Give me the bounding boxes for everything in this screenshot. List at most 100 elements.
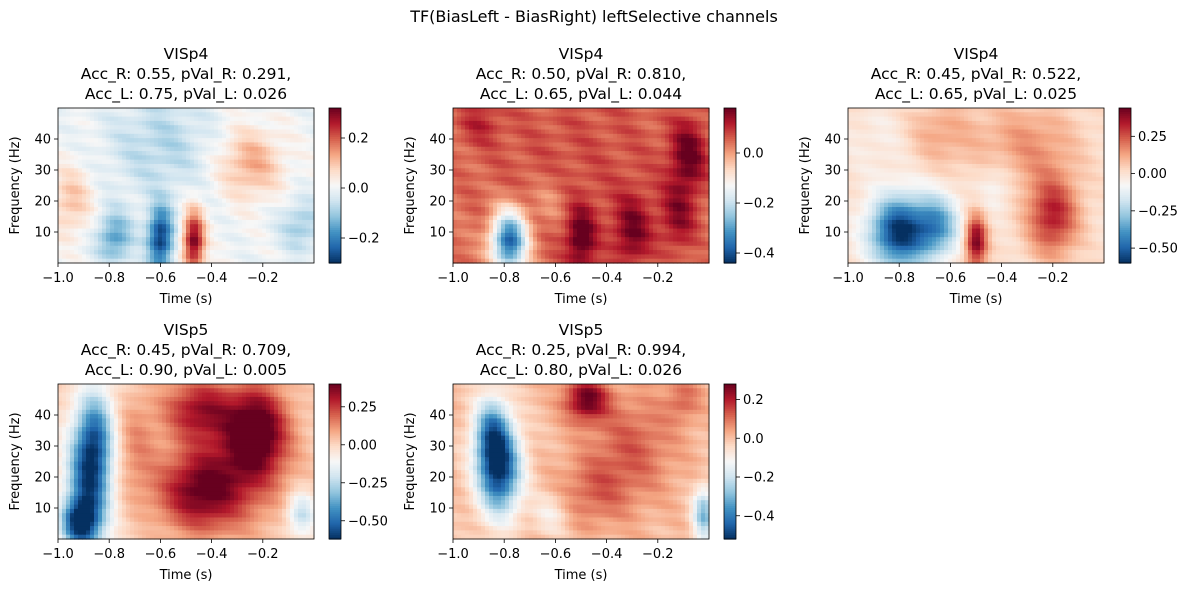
heatmap-cell <box>693 194 698 200</box>
heatmap-cell <box>66 120 71 126</box>
heatmap-cell <box>693 181 698 187</box>
heatmap-cell <box>98 155 103 161</box>
heatmap-cell <box>968 108 973 113</box>
heatmap-cell <box>477 211 482 217</box>
heatmap-cell <box>581 194 586 200</box>
heatmap-cell <box>533 250 538 255</box>
heatmap-cell <box>453 211 458 217</box>
heatmap-cell <box>154 146 159 152</box>
heatmap-cell <box>489 207 494 212</box>
heatmap-cell <box>673 254 678 260</box>
heatmap-cell <box>218 133 223 139</box>
heatmap-cell <box>94 245 99 251</box>
heatmap-cell <box>517 163 522 169</box>
heatmap-cell <box>138 129 143 135</box>
heatmap-cell <box>210 198 215 204</box>
heatmap-cell <box>146 163 151 169</box>
heatmap-cell <box>70 189 75 195</box>
heatmap-cell <box>641 116 646 122</box>
heatmap-cell <box>657 120 662 126</box>
heatmap-cell <box>665 211 670 217</box>
heatmap-cell <box>657 215 662 221</box>
heatmap-cell <box>230 219 235 225</box>
heatmap-cell <box>485 224 490 230</box>
heatmap-cell <box>617 108 622 113</box>
heatmap-cell <box>900 108 905 113</box>
heatmap-cell <box>657 151 662 156</box>
heatmap-cell <box>569 258 574 264</box>
heatmap-cell <box>457 250 462 255</box>
heatmap-cell <box>238 219 243 225</box>
heatmap-cell <box>278 211 283 217</box>
heatmap-cell <box>533 245 538 251</box>
heatmap-cell <box>182 202 187 208</box>
heatmap-cell <box>701 159 706 165</box>
heatmap-cell <box>641 215 646 221</box>
heatmap-cell <box>541 133 546 139</box>
heatmap-cell <box>952 116 957 122</box>
heatmap-cell <box>573 129 578 135</box>
heatmap-cell <box>537 151 542 156</box>
heatmap-cell <box>577 163 582 169</box>
heatmap-cell <box>653 138 658 144</box>
heatmap-cell <box>258 194 263 200</box>
heatmap-cell <box>533 159 538 165</box>
heatmap-cell <box>106 142 111 148</box>
heatmap-cell <box>290 215 295 221</box>
heatmap-cell <box>74 129 79 135</box>
heatmap-cell <box>254 116 259 122</box>
heatmap-cell <box>162 211 167 217</box>
heatmap-cell <box>657 254 662 260</box>
heatmap-cell <box>589 151 594 156</box>
heatmap-cell <box>306 142 311 148</box>
heatmap-cell <box>166 172 171 178</box>
heatmap-cell <box>58 155 63 161</box>
heatmap-cell <box>158 224 163 230</box>
heatmap-cell <box>306 241 311 247</box>
colorbar-segment <box>724 133 736 136</box>
heatmap-cell <box>517 202 522 208</box>
heatmap-cell <box>150 250 155 255</box>
heatmap-cell <box>150 228 155 234</box>
heatmap-cell <box>210 168 215 174</box>
colorbar-segment <box>329 175 341 179</box>
heatmap-cell <box>1044 108 1049 113</box>
heatmap-cell <box>214 108 219 113</box>
colorbar-segment <box>724 202 736 206</box>
heatmap-cell <box>162 112 167 118</box>
heatmap-cell <box>505 241 510 247</box>
colorbar-segment <box>329 233 341 237</box>
colorbar-segment <box>329 164 341 167</box>
heatmap-cell <box>661 194 666 200</box>
colorbar-segment <box>329 245 341 249</box>
heatmap-cell <box>509 241 514 247</box>
heatmap-cell <box>58 237 63 243</box>
heatmap-cell <box>481 254 486 260</box>
heatmap-cell <box>501 245 506 251</box>
heatmap-cell <box>206 172 211 178</box>
heatmap-cell <box>613 254 618 260</box>
heatmap-cell <box>1020 108 1025 113</box>
heatmap-cell <box>569 151 574 156</box>
heatmap-cell <box>170 146 175 152</box>
heatmap-cell <box>481 232 486 238</box>
heatmap-cell <box>533 185 538 191</box>
heatmap-cell <box>529 142 534 148</box>
heatmap-cell <box>669 168 674 174</box>
heatmap-cell <box>162 254 167 260</box>
heatmap-cell <box>274 207 279 212</box>
heatmap-cell <box>541 219 546 225</box>
heatmap-cell <box>98 163 103 169</box>
heatmap-cell <box>661 120 666 126</box>
heatmap-cell <box>673 176 678 182</box>
heatmap-cell <box>705 108 710 113</box>
heatmap-cell <box>541 112 546 118</box>
heatmap-cell <box>62 142 67 148</box>
heatmap-cell <box>150 155 155 161</box>
heatmap-cell <box>625 116 630 122</box>
heatmap-cell <box>122 125 127 131</box>
heatmap-cell <box>282 125 287 131</box>
heatmap-cell <box>677 198 682 204</box>
heatmap-cell <box>573 181 578 187</box>
heatmap-cell <box>294 254 299 260</box>
